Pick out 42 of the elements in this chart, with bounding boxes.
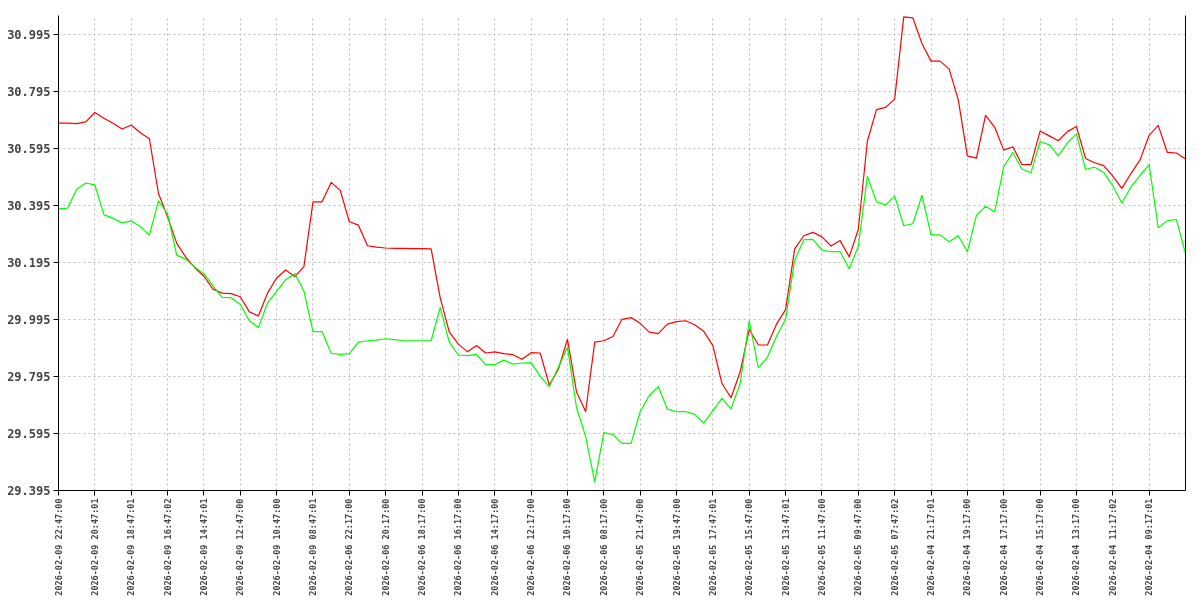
x-tick-label: 2026-02-06 18:17:00: [417, 498, 428, 596]
y-tick-label: 30.795: [7, 84, 51, 99]
x-tick-label: 2026-02-04 15:17:00: [1035, 498, 1046, 596]
x-tick-label: 2026-02-05 19:47:00: [671, 498, 682, 596]
x-tick-label: 2026-02-06 14:17:00: [489, 498, 500, 596]
x-tick-label: 2026-02-09 16:47:02: [162, 498, 173, 596]
x-tick-label: 2026-02-06 08:17:00: [598, 498, 609, 596]
x-tick-label: 2026-02-04 17:17:00: [998, 498, 1009, 596]
x-tick-label: 2026-02-06 12:17:00: [526, 498, 537, 596]
x-tick-label: 2026-02-09 20:47:01: [89, 498, 100, 596]
x-tick-label: 2026-02-06 20:17:00: [380, 498, 391, 596]
x-tick-label: 2026-02-04 13:17:00: [1071, 498, 1082, 596]
x-tick-label: 2026-02-09 08:47:01: [307, 498, 318, 596]
y-tick-label: 29.995: [7, 312, 51, 327]
y-tick-label: 29.795: [7, 369, 51, 384]
x-tick-label: 2026-02-04 09:17:01: [1144, 498, 1155, 596]
y-tick-label: 30.995: [7, 27, 51, 42]
x-tick-label: 2026-02-09 22:47:00: [53, 498, 64, 596]
x-tick-label: 2026-02-05 21:47:00: [635, 498, 646, 596]
x-tick-label: 2026-02-09 10:47:00: [271, 498, 282, 596]
x-tick-label: 2026-02-04 11:17:02: [1107, 498, 1118, 596]
x-tick-label: 2026-02-05 17:47:01: [707, 498, 718, 596]
x-tick-label: 2026-02-04 21:17:01: [926, 498, 937, 596]
line-series: [58, 133, 1186, 483]
x-tick-label: 2026-02-05 13:47:01: [780, 498, 791, 596]
x-tick-label: 2026-02-09 14:47:01: [198, 498, 209, 596]
x-tick-label: 2026-02-05 11:47:00: [816, 498, 827, 596]
x-tick-label: 2026-02-09 12:47:00: [235, 498, 246, 596]
y-tick-label: 29.395: [7, 484, 51, 498]
x-tick-label: 2026-02-06 16:17:00: [453, 498, 464, 596]
y-tick-label: 30.395: [7, 198, 51, 213]
x-tick-label: 2026-02-05 15:47:00: [744, 498, 755, 596]
x-tick-label: 2026-02-04 19:17:00: [962, 498, 973, 596]
x-tick-label: 2026-02-05 07:47:02: [889, 498, 900, 596]
y-tick-label: 30.595: [7, 141, 51, 156]
x-tick-label: 2026-02-05 09:47:00: [853, 498, 864, 596]
line-series: [58, 16, 1186, 413]
y-tick-label: 29.595: [7, 426, 51, 441]
y-tick-label: 30.195: [7, 255, 51, 270]
x-tick-label: 2026-02-09 18:47:01: [126, 498, 137, 596]
x-tick-label: 2026-02-06 10:17:00: [562, 498, 573, 596]
x-tick-label: 2026-02-06 22:17:00: [344, 498, 355, 596]
